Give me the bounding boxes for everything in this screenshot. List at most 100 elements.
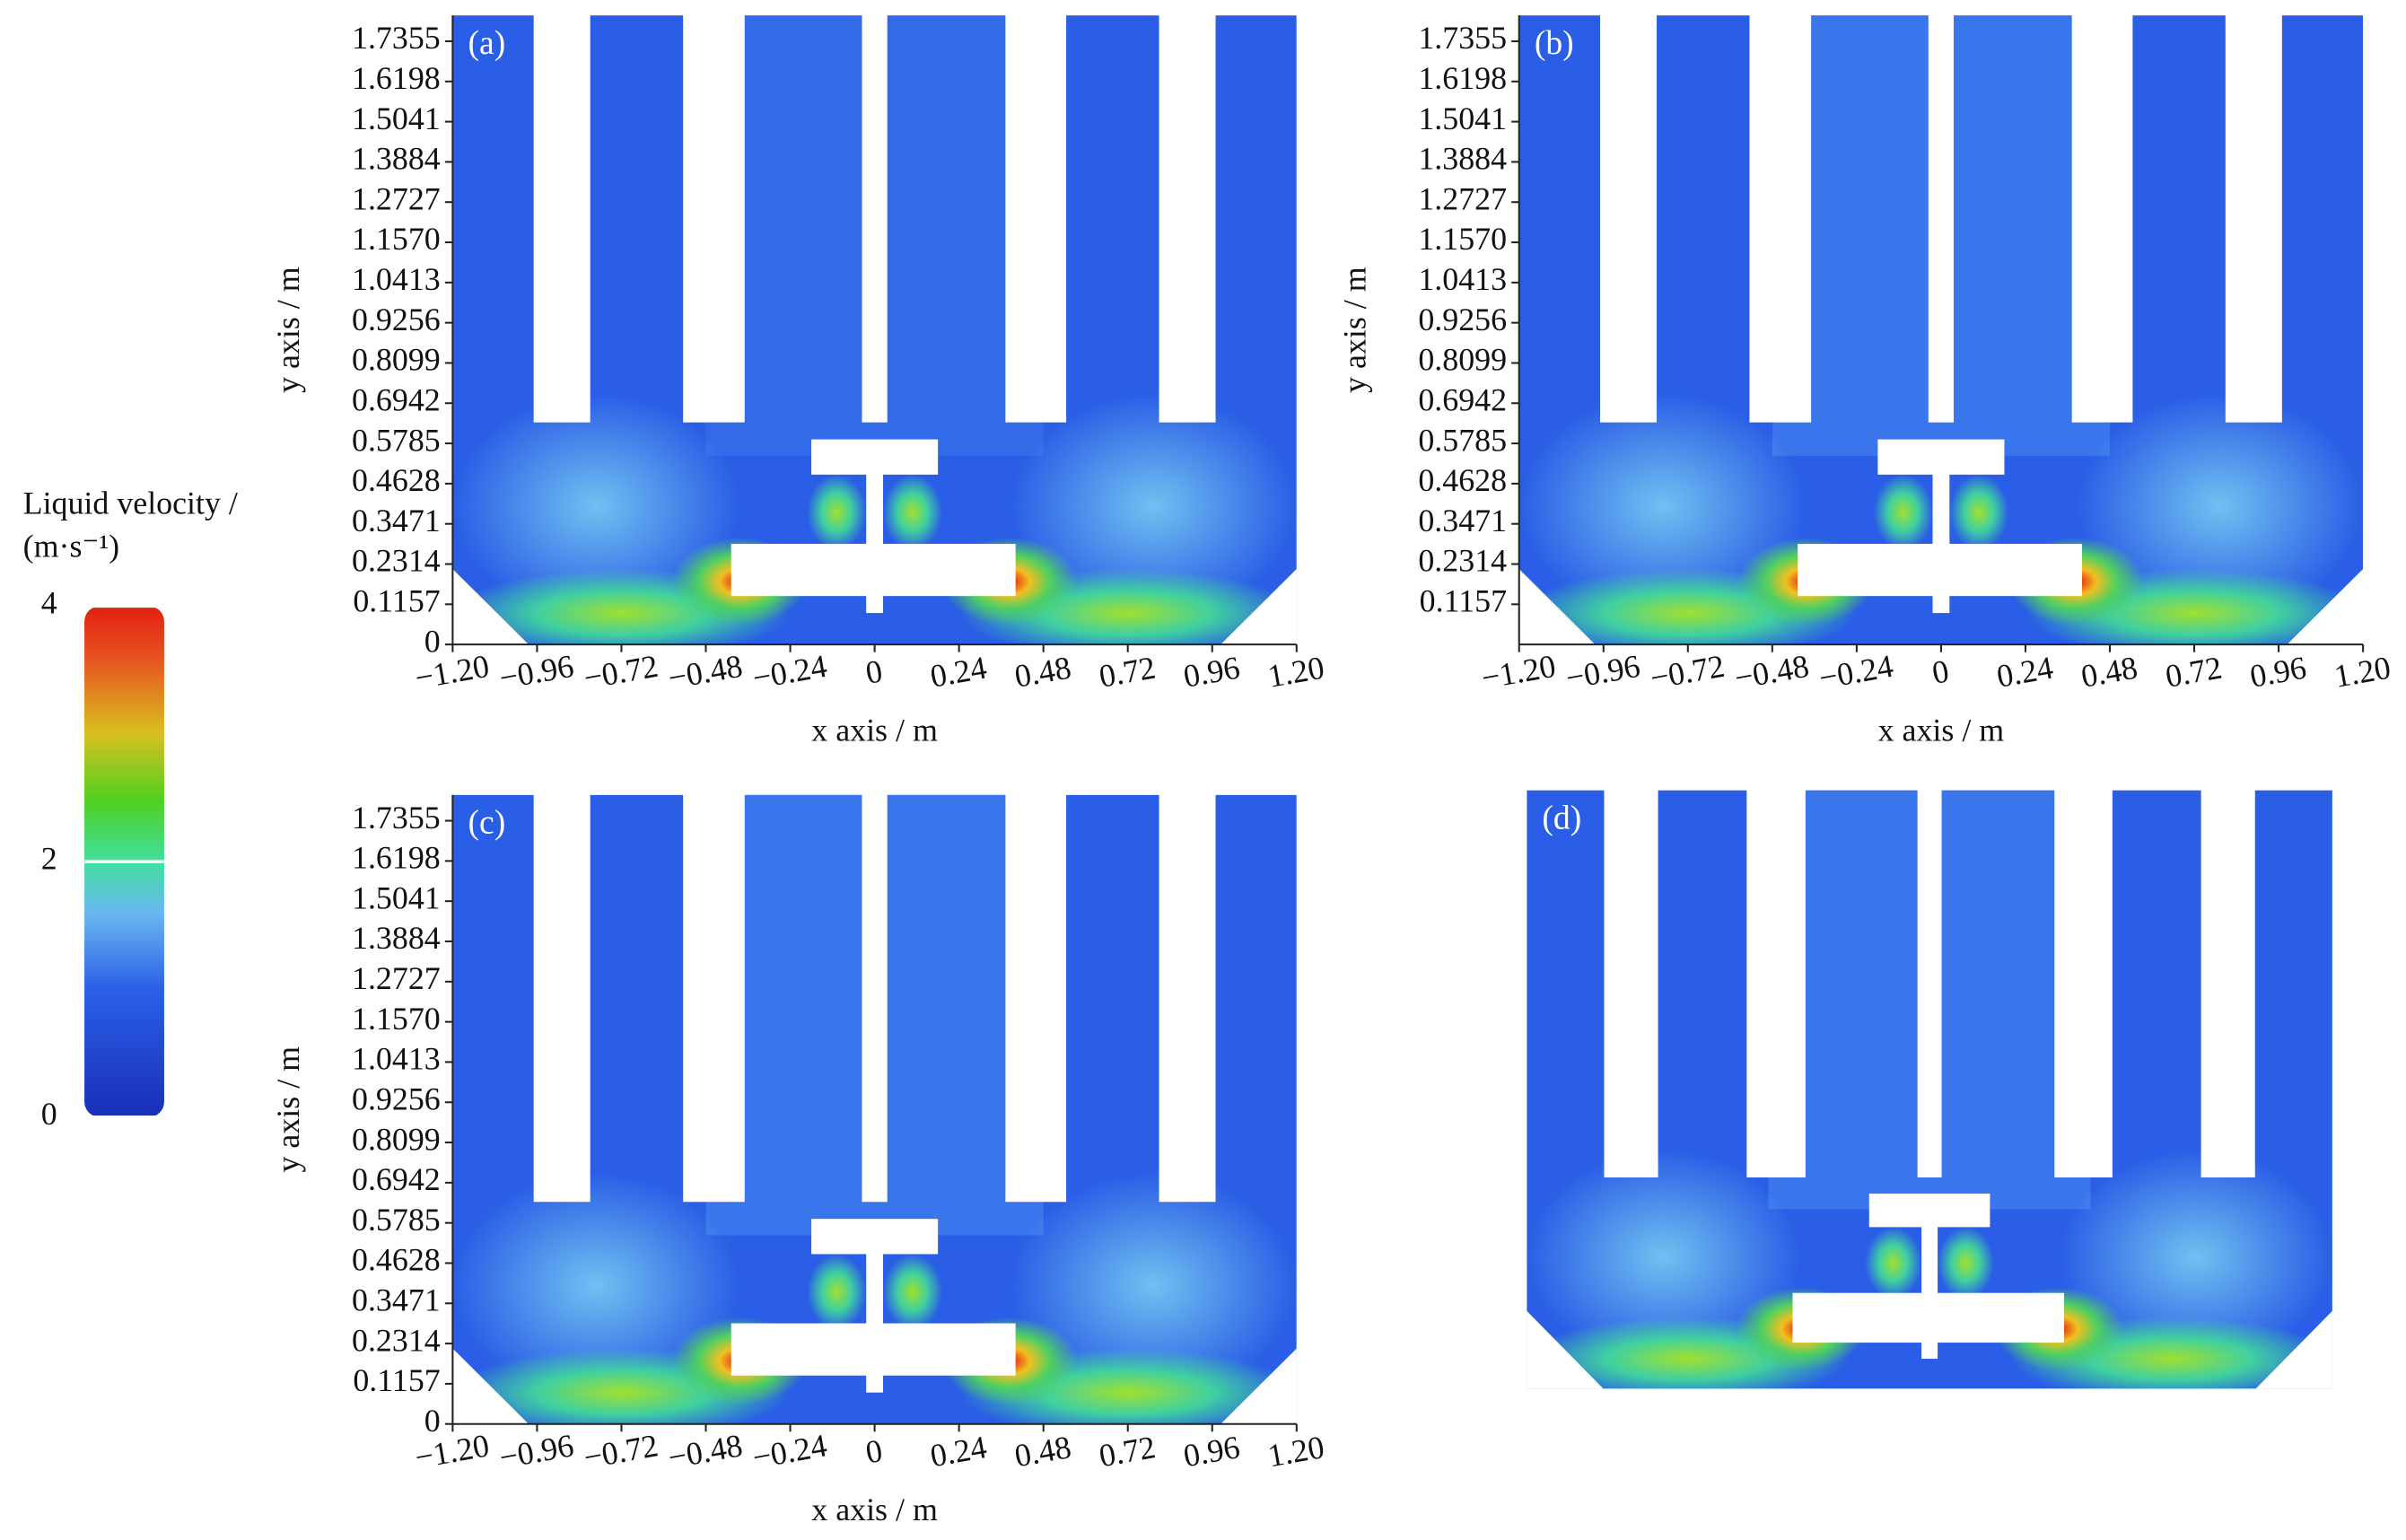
x-tick-label: −0.48 <box>665 1427 745 1475</box>
y-tick-label: 0.9256 <box>1418 302 1507 337</box>
swirl <box>2058 1149 2332 1365</box>
panel-label: (b) <box>1535 24 1574 62</box>
y-tick-label: 1.7355 <box>1418 20 1507 56</box>
x-tick-label: 0.72 <box>1097 1429 1159 1474</box>
solid-part <box>2200 783 2255 1178</box>
x-tick-label: −0.72 <box>581 648 661 696</box>
x-tick-label: 1.20 <box>1265 649 1327 694</box>
solid-part <box>1917 783 1942 1178</box>
y-tick-label: 0.8099 <box>1418 342 1507 378</box>
y-axis-title: y axis / m <box>270 1046 306 1173</box>
solid-part <box>1604 783 1658 1178</box>
swirl <box>1527 1149 1801 1365</box>
y-tick-label: 1.6198 <box>352 840 441 876</box>
solid-part <box>2071 9 2133 423</box>
colorbar: Liquid velocity / (m·s⁻¹) 0 2 4 <box>23 485 238 1132</box>
solid-part <box>1928 9 1955 423</box>
solid-part <box>2225 9 2282 423</box>
swirl <box>1010 392 1297 620</box>
swirl <box>1010 1172 1297 1399</box>
solid-part <box>683 788 745 1203</box>
y-tick-label: 0.3471 <box>1418 503 1507 538</box>
solid-part <box>1159 9 1216 423</box>
y-tick-label: 0.8099 <box>352 1121 441 1157</box>
solid-part <box>1005 788 1067 1203</box>
y-tick-label: 1.3884 <box>1418 141 1507 177</box>
x-tick-label: 0.96 <box>1181 1429 1243 1474</box>
y-tick-label: 1.7355 <box>352 20 441 56</box>
x-tick-label: −0.24 <box>750 648 830 696</box>
y-tick-label: 0.5785 <box>352 1202 441 1238</box>
y-tick-label: 0.9256 <box>352 302 441 337</box>
y-tick-label: 0.4628 <box>352 462 441 498</box>
y-tick-label: 0.2314 <box>352 1322 441 1358</box>
x-tick-label: 1.20 <box>1265 1429 1327 1474</box>
solid-part <box>1792 1292 2065 1343</box>
chamfer <box>2255 1310 2332 1389</box>
contour-panel: (b) −1.20 −0.96 −0.72 −0.48 −0.24 0 0.24 0.48 0.7… <box>1336 9 2393 748</box>
x-tick-label: 0 <box>863 652 886 691</box>
x-tick-label: 1.20 <box>2332 649 2393 694</box>
solid-part <box>1159 788 1216 1203</box>
x-tick-label: −0.72 <box>581 1427 661 1475</box>
y-tick-label: 1.3884 <box>352 141 441 177</box>
y-tick-label: 1.2727 <box>1418 180 1507 216</box>
x-tick-label: −0.96 <box>1563 648 1643 696</box>
y-tick-label: 1.1570 <box>1418 221 1507 257</box>
x-tick-label: 0.72 <box>1097 649 1159 694</box>
x-tick-label: 0 <box>1929 652 1952 691</box>
colorbar-tick-label: 0 <box>41 1096 57 1132</box>
panel-label: (d) <box>1542 799 1581 836</box>
colorbar-tick-label: 4 <box>41 585 57 621</box>
y-tick-label: 1.7355 <box>352 800 441 836</box>
solid-part <box>731 543 1016 597</box>
x-axis-title: x axis / m <box>811 713 938 748</box>
y-tick-label: 0.4628 <box>1418 462 1507 498</box>
upper-jet <box>1873 474 1933 550</box>
x-tick-label: −0.24 <box>750 1427 830 1475</box>
y-tick-label: 1.0413 <box>352 261 441 297</box>
y-axis-title: y axis / m <box>1336 267 1372 393</box>
y-tick-label: 0.5785 <box>352 422 441 458</box>
y-tick-label: 0.6942 <box>1418 382 1507 418</box>
x-tick-label: −0.48 <box>1732 648 1812 696</box>
y-tick-label: 0.6942 <box>352 382 441 418</box>
x-tick-label: 0.24 <box>928 1429 990 1474</box>
chamfer <box>2287 569 2364 645</box>
swirl <box>2076 392 2364 620</box>
upper-jet <box>807 474 867 550</box>
y-tick-label: 1.1570 <box>352 1001 441 1037</box>
swirl <box>452 1172 740 1399</box>
y-tick-label: 0.1157 <box>353 1362 440 1398</box>
panel-label: (c) <box>468 804 505 842</box>
swirl <box>452 392 740 620</box>
x-tick-label: 0.24 <box>1994 649 2056 694</box>
solid-part <box>1005 9 1067 423</box>
solid-part <box>862 788 888 1203</box>
x-axis-title: x axis / m <box>811 1492 938 1527</box>
panel-label: (a) <box>468 24 505 62</box>
x-tick-label: 0.48 <box>1012 649 1074 694</box>
contour-panel: (d) <box>1527 783 2332 1389</box>
y-tick-label: 1.2727 <box>352 960 441 996</box>
chamfer <box>1518 569 1596 645</box>
upper-jet <box>883 1254 942 1330</box>
x-tick-label: 0.72 <box>2163 649 2225 694</box>
y-tick-label: 1.5041 <box>352 101 441 136</box>
solid-part <box>533 9 591 423</box>
upper-jet <box>1949 474 2009 550</box>
solid-part <box>862 9 888 423</box>
contour-panel: (a)−1.20 −0.96 −0.72 −0.48 −0.24 0 0.24 0.48 0.7… <box>270 9 1327 748</box>
chamfer <box>1527 1310 1604 1389</box>
x-tick-label: −0.96 <box>496 648 576 696</box>
y-tick-label: 1.6198 <box>352 60 441 96</box>
contour-panel: (c)−1.20 −0.96 −0.72 −0.48 −0.24 0 0.24 0.48 0.7… <box>270 788 1327 1527</box>
upper-jet <box>807 1254 867 1330</box>
solid-part <box>731 1323 1016 1376</box>
upper-jet <box>1938 1227 1994 1299</box>
colorbar-title: Liquid velocity / <box>23 485 238 521</box>
x-tick-label: 0.24 <box>928 649 990 694</box>
y-tick-label: 0.5785 <box>1418 422 1507 458</box>
y-tick-label: 0.1157 <box>353 583 440 619</box>
